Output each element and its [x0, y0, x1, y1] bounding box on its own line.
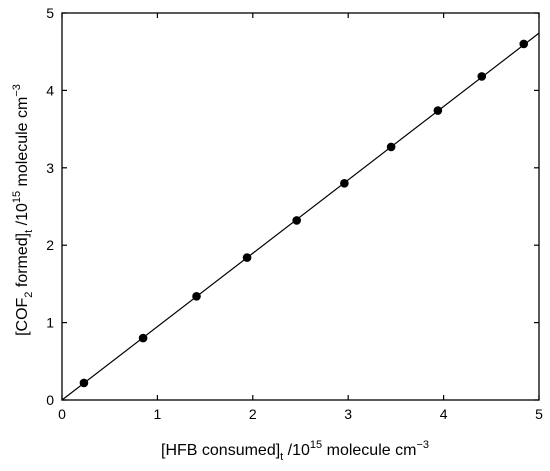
y-tick-label: 5 [46, 5, 54, 21]
y-tick-label: 2 [46, 237, 54, 253]
data-point [79, 378, 89, 388]
data-point [340, 178, 349, 188]
data-point [242, 253, 252, 262]
plot-frame [61, 12, 540, 401]
fit-line [61, 32, 540, 401]
data-point [519, 39, 529, 49]
data-point [292, 216, 301, 225]
data-point [192, 291, 201, 301]
y-tick-label: 3 [46, 160, 54, 176]
x-tick-label: 2 [249, 406, 257, 422]
y-tick-label: 1 [46, 315, 54, 331]
x-axis-label: [HFB consumed]t /1015 molecule cm−3 [161, 439, 429, 463]
x-tick-label: 3 [344, 406, 352, 422]
y-tick-label: 0 [46, 392, 54, 408]
y-tick-label: 4 [46, 82, 54, 98]
x-tick-label: 1 [154, 406, 162, 422]
data-point [477, 72, 487, 81]
data-point [386, 142, 396, 152]
data-point [138, 333, 148, 343]
y-axis-label: [COF2 formed]t /1015 molecule cm−3 [11, 84, 35, 336]
x-tick-label: 0 [58, 406, 66, 422]
x-tick-label: 4 [440, 406, 448, 422]
x-tick-label: 5 [535, 406, 543, 422]
data-point [433, 106, 443, 115]
